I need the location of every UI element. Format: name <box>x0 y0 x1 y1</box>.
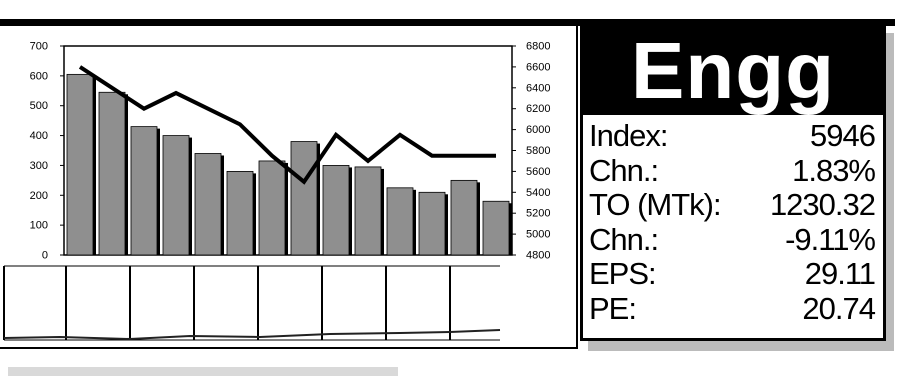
stat-index-label: Index: <box>589 118 668 153</box>
right-tick-label: 6000 <box>526 124 550 136</box>
bar <box>386 187 414 256</box>
right-tick-label: 5600 <box>526 166 550 178</box>
stat-turnover-change-label: Chn.: <box>589 221 659 257</box>
stats-list: Index: 5946 Chn.: 1.83% TO (MTk): 1230.3… <box>589 118 876 327</box>
right-tick-label: 5400 <box>526 187 550 199</box>
bar <box>418 191 446 256</box>
stat-pe-label: PE: <box>589 290 637 326</box>
stat-turnover-change: Chn.: -9.11% <box>589 221 876 258</box>
footer-strip <box>8 367 398 376</box>
stat-index: Index: 5946 <box>589 118 876 154</box>
bar <box>258 160 286 256</box>
top-rule <box>0 19 895 26</box>
chart-panel: 0 100 200 300 400 500 600 700 4800 5000 5200 5400 56… <box>0 26 578 349</box>
bar <box>98 91 126 256</box>
stat-turnover-label: TO (MTk): <box>589 187 722 222</box>
left-tick-label: 400 <box>30 130 48 142</box>
left-tick-label: 100 <box>30 220 48 232</box>
stat-turnover-value: 1230.32 <box>769 187 876 222</box>
stat-turnover: TO (MTk): 1230.32 <box>589 187 876 223</box>
right-tick-label: 6800 <box>526 41 550 53</box>
bar <box>226 170 254 256</box>
right-tick-label: 5200 <box>526 208 550 220</box>
stat-eps: EPS: 29.11 <box>589 256 876 292</box>
left-tick-label: 0 <box>42 250 48 262</box>
stat-index-change: Chn.: 1.83% <box>589 152 876 189</box>
sector-name: Engg <box>583 29 883 115</box>
bar <box>322 165 350 256</box>
stat-index-change-value: 1.83% <box>792 152 876 188</box>
index-line <box>78 65 496 185</box>
left-tick-label: 500 <box>30 100 48 112</box>
bar <box>162 135 190 256</box>
bar <box>290 141 318 256</box>
stat-pe: PE: 20.74 <box>589 290 876 327</box>
left-tick-label: 600 <box>30 70 48 82</box>
stat-turnover-change-value: -9.11% <box>785 221 876 257</box>
right-tick-label: 6400 <box>526 82 550 94</box>
right-tick-label: 6200 <box>526 103 550 115</box>
bar <box>194 153 222 256</box>
left-tick-label: 300 <box>30 160 48 172</box>
bar <box>130 126 158 256</box>
stat-index-value: 5946 <box>810 118 876 153</box>
right-tick-label: 5800 <box>526 145 550 157</box>
stat-eps-label: EPS: <box>589 256 657 291</box>
stat-pe-value: 20.74 <box>802 290 876 326</box>
bar <box>354 166 382 256</box>
combo-chart: 0 100 200 300 400 500 600 700 4800 5000 5200 5400 56… <box>3 41 550 341</box>
bar <box>66 73 94 256</box>
bar <box>482 200 510 256</box>
panel-shadow-right <box>886 33 894 351</box>
right-tick-label: 4800 <box>526 250 550 262</box>
panel-shadow-bottom <box>588 341 892 351</box>
left-tick-label: 200 <box>30 190 48 202</box>
sector-info-panel: Engg Index: 5946 Chn.: 1.83% TO (MTk): 1… <box>580 26 886 341</box>
left-tick-label: 700 <box>30 41 48 53</box>
right-tick-label: 6600 <box>526 61 550 73</box>
bar <box>450 179 478 256</box>
right-tick-label: 5000 <box>526 229 550 241</box>
subpanel-trace <box>3 329 501 341</box>
stat-index-change-label: Chn.: <box>589 152 659 188</box>
stat-eps-value: 29.11 <box>804 256 876 291</box>
